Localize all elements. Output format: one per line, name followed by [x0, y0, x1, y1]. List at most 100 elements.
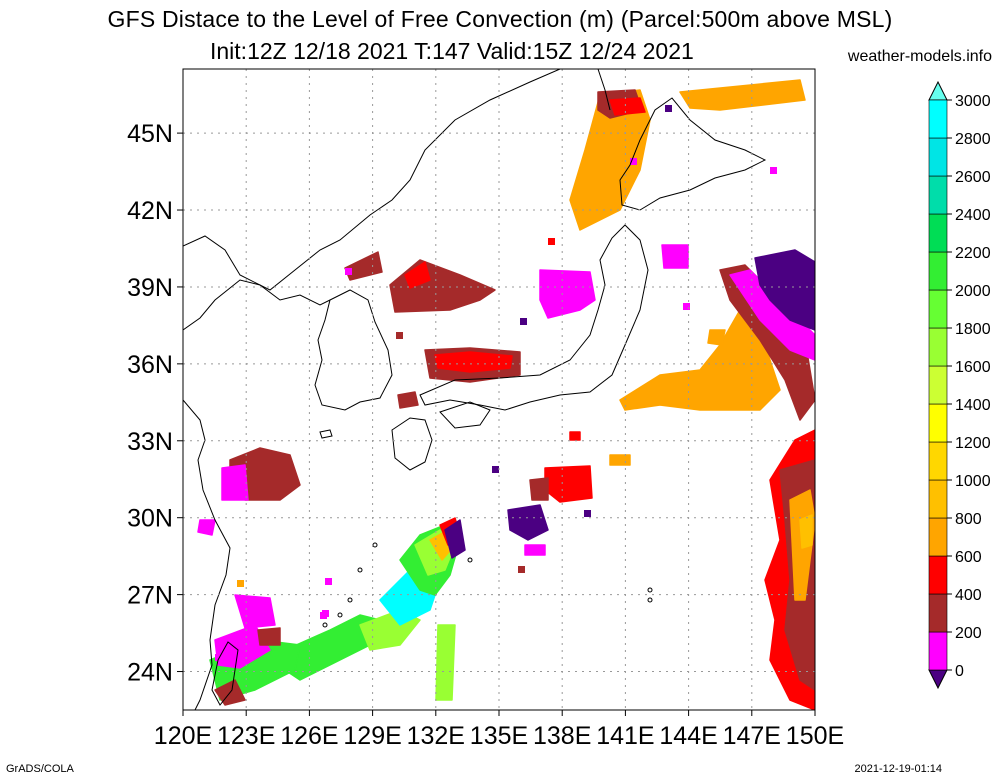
island [372, 542, 378, 548]
lon-tick-label: 132E [407, 722, 465, 750]
colorbar-label: 1600 [955, 359, 991, 376]
colorbar-swatch [928, 175, 948, 215]
colorbar-swatch [928, 555, 948, 595]
colorbar-swatch [928, 479, 948, 519]
colorbar-label: 2400 [955, 207, 991, 224]
lfc-area [444, 519, 466, 559]
lon-tick-label: 129E [343, 722, 401, 750]
lfc-area [679, 79, 806, 111]
lfc-area [524, 544, 546, 556]
lfc-cell [683, 303, 690, 310]
colorbar-label: 2200 [955, 245, 991, 262]
lfc-cell [520, 318, 527, 325]
lon-tick-label: 120E [154, 722, 212, 750]
colorbar-swatch [928, 251, 948, 291]
island [647, 587, 653, 593]
lfc-cell [548, 238, 555, 245]
site-credit: weather-models.info [847, 48, 992, 65]
colorbar-swatch [928, 213, 948, 253]
lfc-cell [215, 654, 222, 661]
colorbar-label: 1400 [955, 397, 991, 414]
colorbar: 0 200 400 600 800 1000 1200 1400 1600 1800 2000 220… [928, 80, 991, 690]
colorbar-label: 2600 [955, 169, 991, 186]
island [647, 597, 653, 603]
lfc-area [197, 519, 216, 536]
lfc-area [257, 627, 281, 646]
island [357, 567, 363, 573]
lfc-cell [578, 195, 585, 202]
lfc-area [569, 89, 651, 231]
colorbar-swatch [928, 365, 948, 405]
lfc-area [344, 251, 383, 281]
island [337, 612, 343, 618]
lfc-cell [345, 268, 352, 275]
lfc-cell [492, 466, 499, 473]
coastline [314, 289, 393, 411]
colorbar-swatch [928, 631, 948, 671]
lat-tick-label: 27N [127, 582, 173, 610]
lat-tick-label: 30N [127, 505, 173, 533]
colorbar-high-arrow [928, 80, 948, 101]
coastline [391, 417, 433, 471]
coastline [319, 429, 333, 439]
colorbar-swatch [928, 289, 948, 329]
lon-tick-label: 123E [217, 722, 275, 750]
lon-tick-label: 135E [470, 722, 528, 750]
lfc-area [234, 594, 276, 629]
coastline [439, 401, 491, 429]
lfc-cell [237, 580, 244, 587]
lfc-cell [630, 158, 637, 165]
lfc-cell [396, 332, 403, 339]
lat-tick-label: 42N [127, 197, 173, 225]
lfc-cell [584, 510, 591, 517]
lfc-cell [665, 105, 672, 112]
lat-tick-label: 33N [127, 428, 173, 456]
coastline [619, 97, 767, 211]
island [347, 597, 353, 603]
colorbar-swatch [928, 441, 948, 481]
coastline [183, 399, 231, 710]
lat-tick-label: 39N [127, 274, 173, 302]
colorbar-label: 800 [955, 511, 982, 528]
map-subtitle: Init:12Z 12/18 2021 T:147 Valid:15Z 12/2… [210, 38, 694, 64]
coastline [211, 641, 239, 706]
colorbar-label: 2800 [955, 131, 991, 148]
lfc-area [434, 351, 513, 373]
lfc-area [544, 465, 593, 503]
lfc-area [569, 431, 581, 441]
colorbar-swatch [928, 403, 948, 443]
coastline [419, 224, 649, 411]
lfc-cell [770, 167, 777, 174]
lfc-area [435, 624, 456, 701]
lfc-area [661, 244, 689, 269]
lon-tick-label: 141E [596, 722, 654, 750]
colorbar-label: 200 [955, 625, 982, 642]
lon-tick-label: 150E [786, 722, 844, 750]
colorbar-swatch [928, 137, 948, 177]
lfc-cell [325, 578, 332, 585]
island [467, 557, 473, 563]
lon-tick-label: 147E [723, 722, 781, 750]
lfc-area [529, 477, 549, 501]
colorbar-label: 1000 [955, 473, 991, 490]
lfc-cell [322, 610, 329, 617]
lfc-cell [518, 566, 525, 573]
colorbar-swatch [928, 327, 948, 367]
lon-tick-label: 144E [659, 722, 717, 750]
colorbar-label: 3000 [955, 93, 991, 110]
colorbar-label: 600 [955, 549, 982, 566]
lfc-area [507, 504, 549, 541]
colorbar-label: 400 [955, 587, 982, 604]
lfc-area [389, 259, 496, 313]
lfc-area [609, 97, 646, 116]
lfc-shaded-field [197, 79, 815, 710]
grid-lines [183, 69, 815, 710]
colorbar-swatch [928, 517, 948, 557]
lat-tick-label: 24N [127, 659, 173, 687]
island [322, 622, 328, 628]
lfc-area [707, 329, 726, 346]
lfc-area [539, 269, 596, 319]
colorbar-low-arrow [928, 669, 948, 690]
footer-software: GrADS/COLA [6, 763, 74, 775]
